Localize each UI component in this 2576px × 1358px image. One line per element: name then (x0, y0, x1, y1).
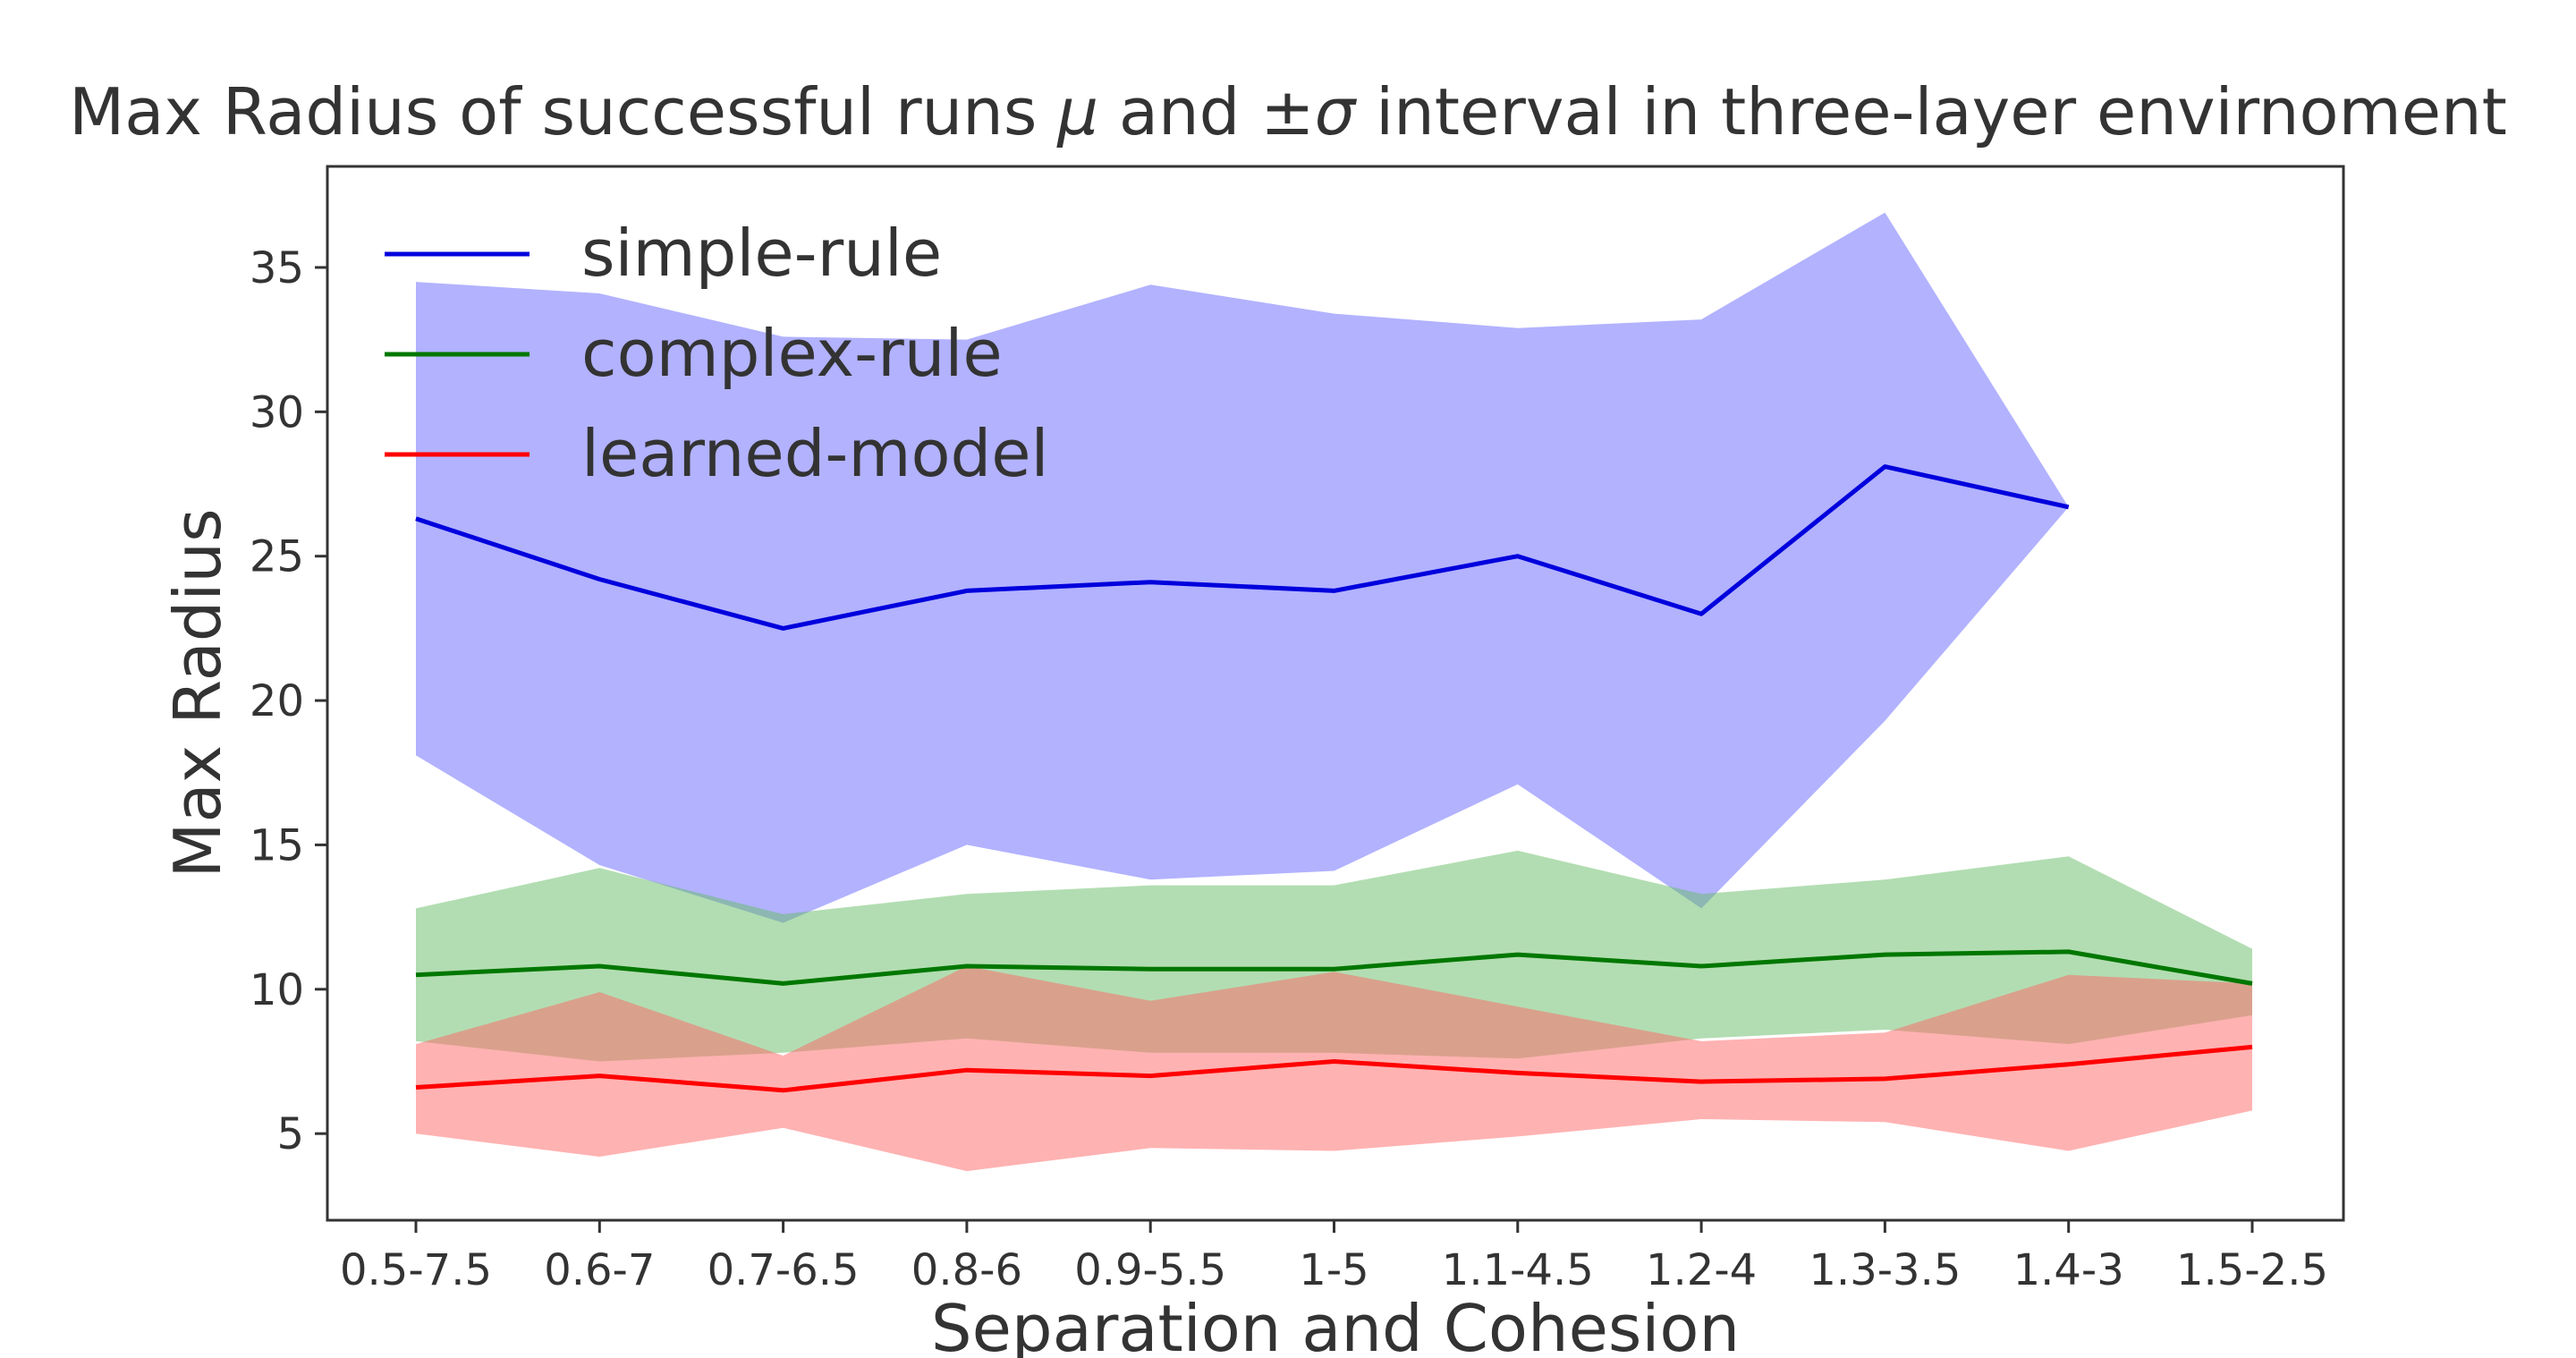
mean-lines (415, 464, 2253, 1093)
chart-title-suffix: interval in three-layer envirnoment (1355, 74, 2507, 149)
y-tick-label: 25 (250, 532, 304, 582)
x-tick-label: 0.5-7.5 (340, 1245, 492, 1295)
y-tick-label: 20 (250, 676, 304, 726)
x-tick-label: 1.5-2.5 (2176, 1245, 2328, 1295)
chart-title: Max Radius of successful runs μ and ±σ i… (69, 74, 2507, 149)
x-axis-label: Separation and Cohesion (931, 1291, 1740, 1358)
chart-title-prefix: Max Radius of successful runs (69, 74, 1057, 149)
x-tick-label: 0.6-7 (544, 1245, 655, 1295)
legend-label-simple-rule: simple-rule (581, 216, 942, 291)
x-tick-label: 0.8-6 (911, 1245, 1022, 1295)
line-complex-rule (415, 949, 2253, 986)
x-tick-label: 0.7-6.5 (708, 1245, 860, 1295)
band-learned-model (416, 966, 2252, 1172)
line-simple-rule (415, 464, 2070, 631)
y-axis: 5 10 15 20 25 30 35 (250, 243, 327, 1159)
y-tick-label: 30 (250, 387, 304, 437)
x-axis: 0.5-7.5 0.6-7 0.7-6.5 0.8-6 0.9-5.5 1-5 1.1-4.… (340, 1220, 2328, 1295)
x-tick-label: 1.4-3 (2013, 1245, 2124, 1295)
y-axis-label: Max Radius (160, 508, 235, 878)
y-tick-label: 15 (250, 820, 304, 870)
band-simple-rule (416, 212, 2069, 923)
chart-title-sigma: σ (1315, 74, 1358, 149)
legend-label-learned-model: learned-model (581, 416, 1049, 491)
y-tick-label: 35 (250, 243, 304, 293)
x-tick-label: 1.1-4.5 (1442, 1245, 1594, 1295)
legend: simple-rule complex-rule learned-model (385, 216, 1049, 491)
x-tick-label: 1.2-4 (1646, 1245, 1757, 1295)
chart-title-middle: and ± (1098, 74, 1315, 149)
x-tick-label: 1-5 (1299, 1245, 1368, 1295)
y-tick-label: 10 (250, 965, 304, 1015)
band-complex-rule (416, 850, 2252, 1062)
y-tick-label: 5 (276, 1109, 304, 1159)
confidence-bands (416, 212, 2252, 1172)
line-learned-model (415, 1044, 2253, 1093)
x-tick-label: 0.9-5.5 (1074, 1245, 1226, 1295)
chart-title-mu: μ (1056, 74, 1098, 149)
x-tick-label: 1.3-3.5 (1809, 1245, 1961, 1295)
legend-label-complex-rule: complex-rule (581, 316, 1003, 391)
